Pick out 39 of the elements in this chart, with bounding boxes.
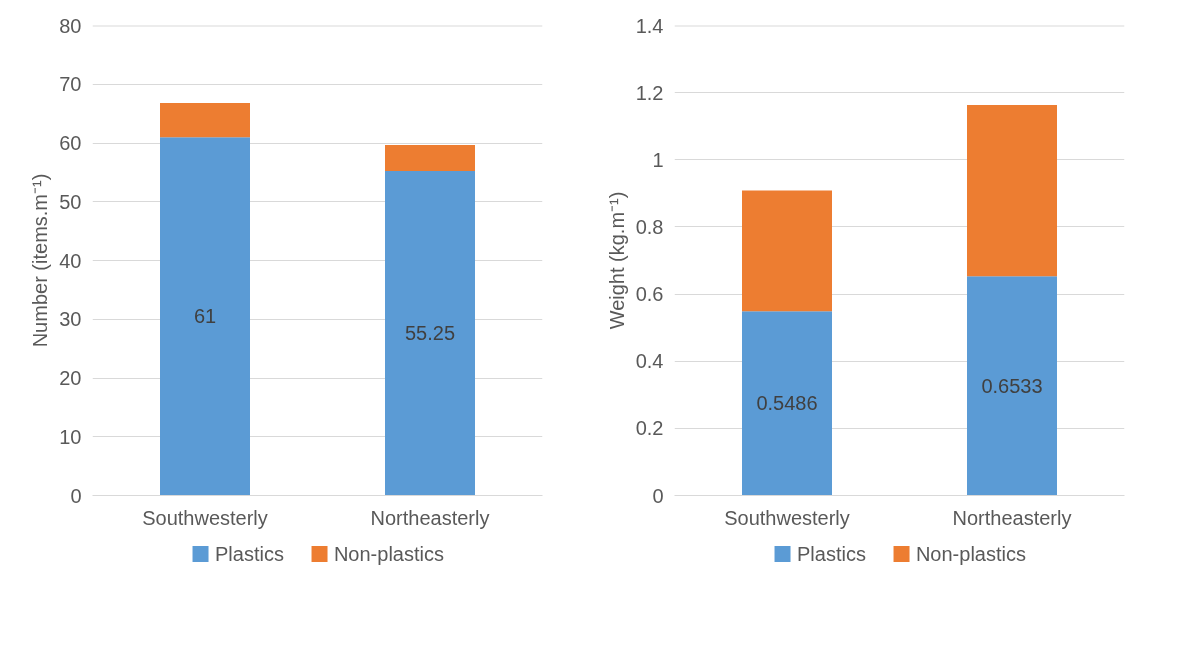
- y-tick-label: 50: [59, 190, 82, 213]
- bar: [742, 190, 832, 312]
- y-tick-label: 1.2: [635, 81, 664, 104]
- y-tick-label: 70: [59, 73, 82, 96]
- bar: [385, 145, 475, 171]
- x-tick-label: Southwesterly: [142, 506, 268, 529]
- data-label: 0.6533: [981, 374, 1043, 397]
- y-tick-label: 1.4: [635, 14, 664, 37]
- y-tick-label: 40: [59, 249, 82, 272]
- bar: [160, 137, 250, 496]
- data-label: 55.25: [404, 322, 456, 345]
- y-tick-label: 30: [59, 308, 82, 331]
- bar: [967, 104, 1057, 277]
- y-tick-label: 1: [652, 148, 664, 171]
- y-tick-label: 60: [59, 132, 82, 154]
- y-tick-label: 10: [59, 425, 82, 448]
- legend-label: Non-plastics: [333, 542, 444, 565]
- bar: [385, 170, 475, 496]
- y-tick-label: 0.2: [635, 417, 664, 440]
- x-tick-label: Northeasterly: [370, 506, 490, 529]
- bar: [160, 103, 250, 138]
- data-label: 0.5486: [756, 392, 818, 415]
- legend-label: Plastics: [215, 542, 284, 565]
- y-tick-label: 0: [70, 484, 82, 507]
- y-tick-label: 0: [652, 484, 664, 507]
- bar: [742, 311, 832, 496]
- y-tick-label: 0.4: [635, 350, 664, 373]
- x-tick-label: Southwesterly: [724, 506, 850, 529]
- bar: [967, 276, 1057, 496]
- x-tick-label: Northeasterly: [952, 506, 1072, 529]
- y-axis-title: Number (items.m⁻¹): [29, 173, 52, 348]
- y-axis-title: Weight (kg.m⁻¹): [605, 191, 628, 330]
- y-tick-label: 0.6: [635, 283, 664, 306]
- y-tick-label: 0.8: [635, 215, 664, 238]
- y-tick-label: 20: [59, 367, 82, 389]
- legend-label: Plastics: [797, 542, 866, 565]
- legend-label: Non-plastics: [915, 542, 1026, 565]
- data-label: 61: [193, 305, 217, 328]
- y-tick-label: 80: [59, 14, 82, 37]
